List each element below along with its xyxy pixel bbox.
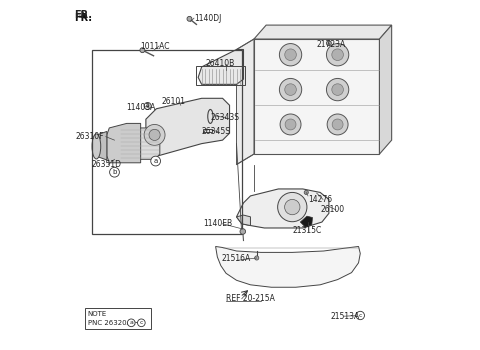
Circle shape xyxy=(149,130,160,140)
Circle shape xyxy=(285,119,296,130)
Circle shape xyxy=(140,48,145,52)
Polygon shape xyxy=(146,98,229,156)
Polygon shape xyxy=(216,246,360,287)
Text: 26345S: 26345S xyxy=(202,127,231,136)
Circle shape xyxy=(151,156,160,166)
Circle shape xyxy=(240,229,246,234)
Circle shape xyxy=(332,119,343,130)
Text: a: a xyxy=(129,320,133,325)
Text: 21516A: 21516A xyxy=(222,254,251,263)
Text: 11403A: 11403A xyxy=(127,103,156,112)
Text: -: - xyxy=(135,318,137,327)
Text: 26410B: 26410B xyxy=(205,59,234,68)
Circle shape xyxy=(327,114,348,135)
Polygon shape xyxy=(94,131,107,160)
Circle shape xyxy=(255,256,259,260)
Circle shape xyxy=(356,311,364,320)
Polygon shape xyxy=(198,49,243,84)
Polygon shape xyxy=(300,216,312,227)
Circle shape xyxy=(332,84,343,96)
Text: 14276: 14276 xyxy=(308,195,332,204)
Circle shape xyxy=(279,78,302,101)
Circle shape xyxy=(277,193,307,222)
Polygon shape xyxy=(120,128,160,159)
Ellipse shape xyxy=(92,134,101,159)
Text: FR.: FR. xyxy=(74,13,93,23)
Text: 21513A: 21513A xyxy=(331,312,360,321)
Text: 21723A: 21723A xyxy=(317,40,346,49)
Circle shape xyxy=(326,43,349,66)
Polygon shape xyxy=(237,39,254,164)
Text: c: c xyxy=(140,320,143,325)
Bar xyxy=(92,49,242,234)
Text: 26351D: 26351D xyxy=(92,160,122,169)
Circle shape xyxy=(280,114,301,135)
Text: a: a xyxy=(154,158,158,164)
Circle shape xyxy=(326,41,331,46)
Text: 26343S: 26343S xyxy=(210,113,240,122)
Circle shape xyxy=(127,319,135,327)
Polygon shape xyxy=(380,25,392,154)
Polygon shape xyxy=(107,124,141,163)
Polygon shape xyxy=(254,39,380,154)
Text: b: b xyxy=(112,169,117,175)
Bar xyxy=(204,129,212,132)
Text: NOTE: NOTE xyxy=(88,311,107,317)
Circle shape xyxy=(304,190,308,195)
Text: c: c xyxy=(359,313,362,318)
Text: 26101: 26101 xyxy=(162,97,186,106)
Text: 1140DJ: 1140DJ xyxy=(195,14,222,23)
Circle shape xyxy=(279,43,302,66)
Text: 21315C: 21315C xyxy=(292,226,322,235)
Bar xyxy=(196,66,244,85)
Polygon shape xyxy=(237,215,251,225)
Polygon shape xyxy=(254,25,392,39)
Bar xyxy=(85,308,151,329)
Circle shape xyxy=(146,105,149,107)
Text: PNC 26320A :: PNC 26320A : xyxy=(88,320,136,326)
Text: 1140EB: 1140EB xyxy=(204,219,232,228)
Circle shape xyxy=(285,49,296,61)
Text: 26310F: 26310F xyxy=(75,132,104,141)
Circle shape xyxy=(144,125,165,145)
Circle shape xyxy=(109,167,120,177)
Text: FR.: FR. xyxy=(74,10,93,20)
Circle shape xyxy=(187,16,192,21)
Text: 1011AC: 1011AC xyxy=(141,42,170,50)
Circle shape xyxy=(326,78,349,101)
Circle shape xyxy=(285,199,300,215)
Text: 26100: 26100 xyxy=(320,205,344,214)
Text: REF 20-215A: REF 20-215A xyxy=(226,294,275,303)
Polygon shape xyxy=(237,189,329,228)
Circle shape xyxy=(285,84,296,96)
Circle shape xyxy=(332,49,343,61)
Circle shape xyxy=(137,319,145,327)
